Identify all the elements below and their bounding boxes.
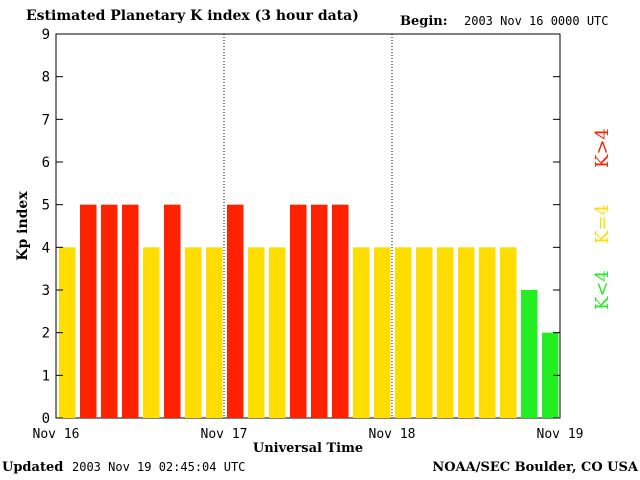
y-tick-label: 5 bbox=[42, 198, 50, 214]
kp-bar bbox=[206, 247, 223, 418]
begin-label: Begin: bbox=[400, 14, 448, 29]
legend-entry: K=4 bbox=[592, 204, 613, 244]
kp-bar bbox=[479, 247, 496, 418]
kp-bar bbox=[374, 247, 391, 418]
kp-bar bbox=[353, 247, 370, 418]
y-tick-label: 6 bbox=[42, 155, 50, 171]
y-tick-label: 2 bbox=[42, 326, 50, 342]
kp-bar bbox=[59, 247, 76, 418]
kp-bar bbox=[227, 204, 244, 418]
kp-bar bbox=[143, 247, 160, 418]
y-tick-label: 0 bbox=[42, 411, 50, 427]
kp-bar bbox=[248, 247, 265, 418]
x-tick-label: Nov 19 bbox=[537, 427, 584, 442]
kp-bar bbox=[269, 247, 286, 418]
y-tick-label: 3 bbox=[42, 283, 50, 299]
kp-bar bbox=[500, 247, 517, 418]
x-tick-label: Nov 16 bbox=[33, 427, 80, 442]
chart-title: Estimated Planetary K index (3 hour data… bbox=[26, 8, 359, 24]
x-axis-label: Universal Time bbox=[253, 441, 363, 456]
legend-entry: K<4 bbox=[592, 270, 613, 310]
begin-value: 2003 Nov 16 0000 UTC bbox=[464, 14, 609, 28]
x-tick-label: Nov 17 bbox=[201, 427, 248, 442]
kp-bar bbox=[311, 204, 328, 418]
kp-bar bbox=[164, 204, 181, 418]
y-tick-label: 1 bbox=[42, 368, 50, 384]
kp-bar bbox=[122, 204, 139, 418]
y-tick-label: 9 bbox=[42, 27, 50, 43]
kp-bar bbox=[542, 332, 559, 418]
kp-bar bbox=[437, 247, 454, 418]
plot-frame bbox=[55, 33, 561, 419]
kp-bar bbox=[416, 247, 433, 418]
kp-bar bbox=[101, 204, 118, 418]
kp-bar bbox=[458, 247, 475, 418]
y-tick-label: 4 bbox=[42, 240, 50, 256]
kp-bar bbox=[185, 247, 202, 418]
y-tick-label: 8 bbox=[42, 70, 50, 86]
credit-text: NOAA/SEC Boulder, CO USA bbox=[432, 460, 638, 475]
kp-bar bbox=[290, 204, 307, 418]
legend-entry: K>4 bbox=[592, 128, 613, 168]
x-tick-label: Nov 18 bbox=[369, 427, 416, 442]
kp-bar bbox=[332, 204, 349, 418]
kp-bar bbox=[521, 290, 538, 418]
kp-bar bbox=[80, 204, 97, 418]
updated-value: 2003 Nov 19 02:45:04 UTC bbox=[72, 460, 246, 474]
y-tick-label: 7 bbox=[42, 112, 50, 128]
kp-bar bbox=[395, 247, 412, 418]
updated-label: Updated bbox=[2, 460, 64, 475]
y-axis-label: Kp index bbox=[15, 191, 31, 261]
